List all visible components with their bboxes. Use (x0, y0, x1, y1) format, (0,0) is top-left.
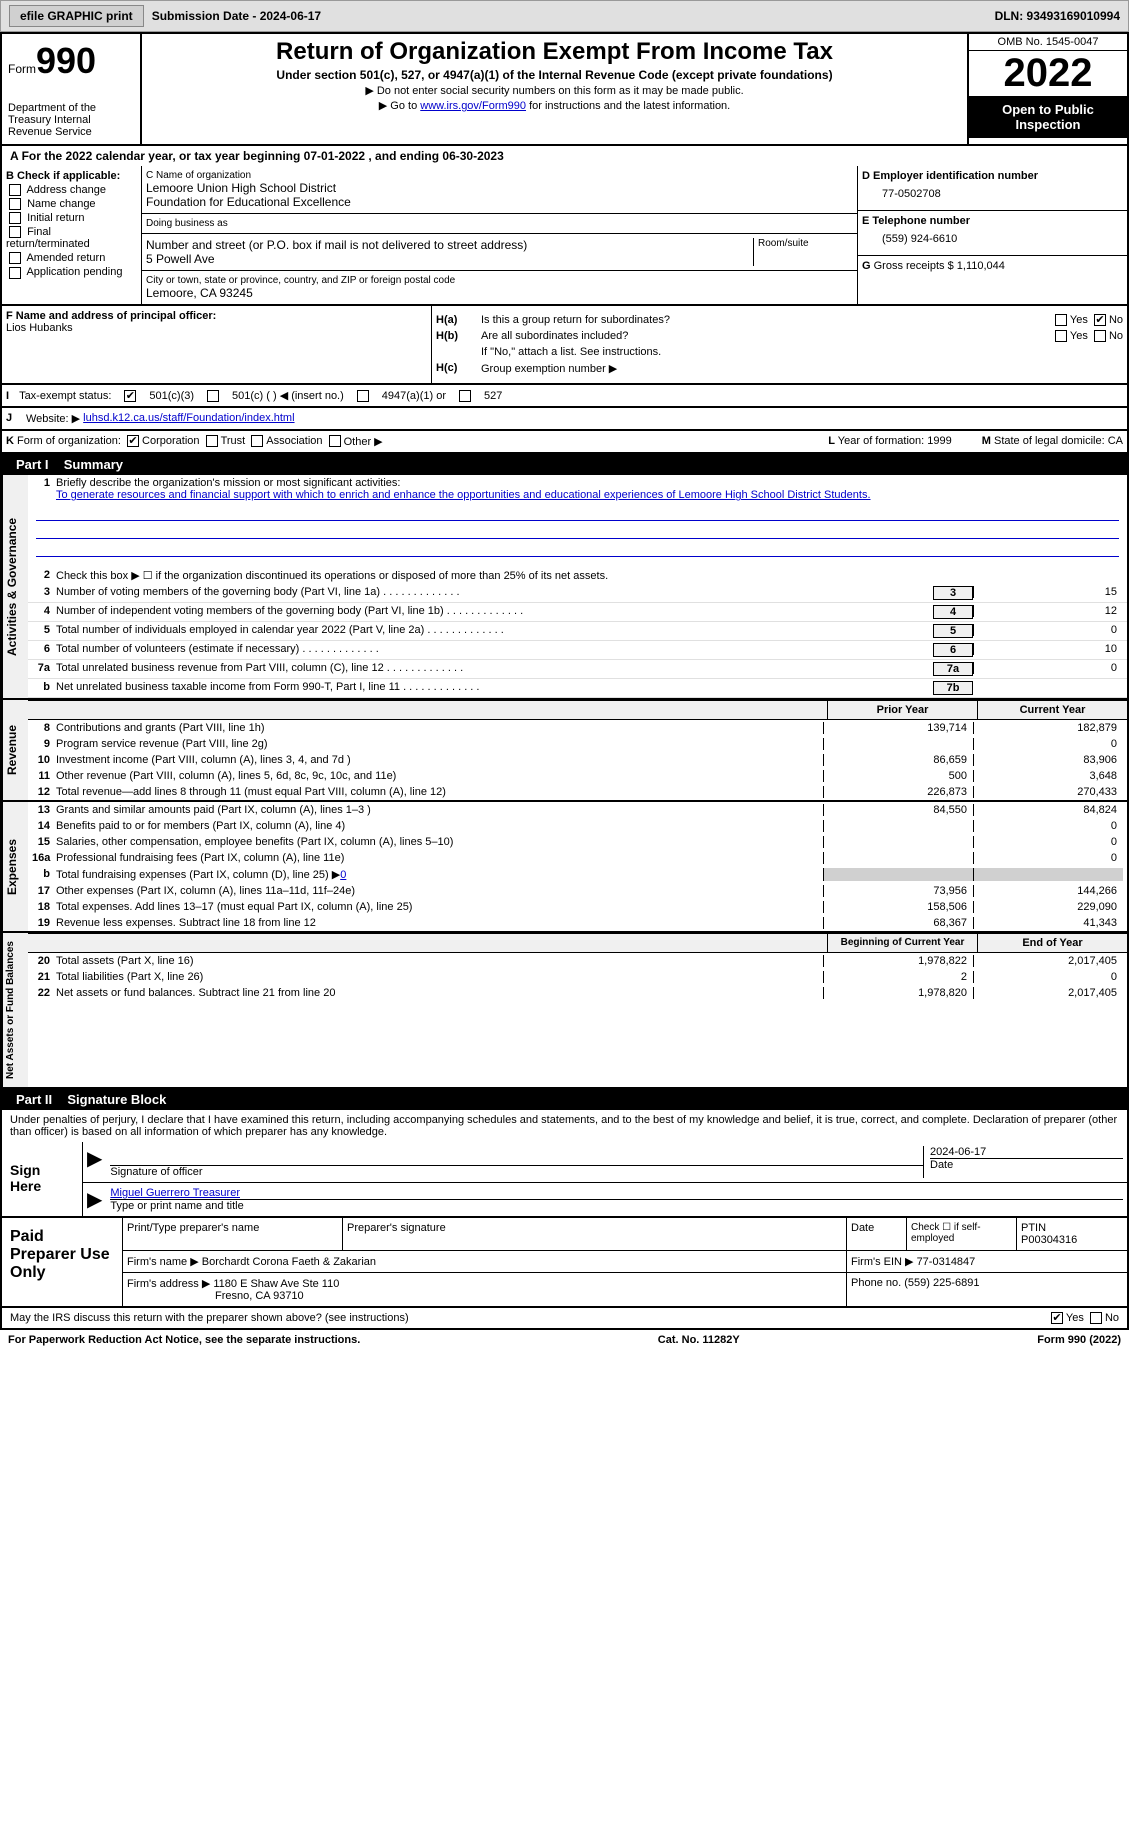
begin-year-hdr: Beginning of Current Year (827, 934, 977, 952)
officer-name: Miguel Guerrero Treasurer (110, 1187, 1123, 1200)
net-side-label: Net Assets or Fund Balances (2, 933, 28, 1087)
dept-treasury: Department of the Treasury Internal Reve… (8, 102, 134, 138)
org-name-2: Foundation for Educational Excellence (146, 195, 853, 209)
omb-number: OMB No. 1545-0047 (969, 34, 1127, 51)
501c3-checkbox[interactable] (124, 390, 136, 402)
irs-link[interactable]: www.irs.gov/Form990 (420, 100, 526, 112)
part-1-header: Part I Summary (0, 454, 1129, 475)
rev-side-label: Revenue (2, 700, 28, 800)
section-h: H(a) Is this a group return for subordin… (432, 306, 1127, 383)
section-d: D Employer identification number 77-0502… (858, 166, 1127, 211)
ein: 77-0502708 (862, 182, 1123, 206)
subtitle-1: Under section 501(c), 527, or 4947(a)(1)… (146, 68, 963, 82)
amended-return-checkbox[interactable]: Amended return (6, 252, 137, 264)
discuss-row: May the IRS discuss this return with the… (0, 1308, 1129, 1330)
dln: DLN: 93493169010994 (995, 9, 1120, 23)
current-year-hdr: Current Year (977, 701, 1127, 719)
discuss-yes[interactable] (1051, 1312, 1063, 1324)
website-link[interactable]: luhsd.k12.ca.us/staff/Foundation/index.h… (83, 412, 294, 425)
dba-label: Doing business as (146, 218, 853, 229)
sign-here-label: Sign Here (2, 1142, 82, 1216)
submission-date: Submission Date - 2024-06-17 (152, 9, 321, 23)
firm-ein: 77-0314847 (917, 1256, 976, 1268)
final-return-checkbox[interactable]: Final return/terminated (6, 226, 137, 250)
cat-no: Cat. No. 11282Y (658, 1334, 740, 1346)
part-2-header: Part II Signature Block (0, 1089, 1129, 1110)
name-change-checkbox[interactable]: Name change (6, 198, 137, 210)
corp-checkbox[interactable] (127, 435, 139, 447)
other-checkbox[interactable] (329, 435, 341, 447)
4947-checkbox[interactable] (357, 390, 369, 402)
addr-change-checkbox[interactable]: Address change (6, 184, 137, 196)
discuss-no[interactable] (1090, 1312, 1102, 1324)
section-a: A For the 2022 calendar year, or tax yea… (0, 146, 1129, 166)
top-bar: efile GRAPHIC print Submission Date - 20… (0, 0, 1129, 32)
subtitle-2: ▶ Do not enter social security numbers o… (146, 84, 963, 97)
section-g: G Gross receipts $ 1,110,044 (858, 256, 1127, 276)
section-i: I Tax-exempt status: 501(c)(3) 501(c) ( … (0, 385, 1129, 408)
firm-phone: (559) 225-6891 (904, 1277, 979, 1289)
form-number: 990 (36, 40, 96, 81)
org-name-1: Lemoore Union High School District (146, 181, 853, 195)
section-b: B Check if applicable: Address change Na… (2, 166, 142, 304)
assoc-checkbox[interactable] (251, 435, 263, 447)
section-c: C Name of organization Lemoore Union Hig… (142, 166, 857, 304)
room-suite: Room/suite (753, 238, 853, 266)
form-title: Return of Organization Exempt From Incom… (146, 38, 963, 66)
gov-side-label: Activities & Governance (2, 475, 28, 698)
form-footer: Form 990 (2022) (1037, 1334, 1121, 1346)
open-to-public: Open to Public Inspection (969, 96, 1127, 138)
form-header: Form990 Department of the Treasury Inter… (0, 32, 1129, 146)
sig-date: 2024-06-17 (930, 1146, 1123, 1159)
gross-receipts: 1,110,044 (957, 260, 1005, 272)
paid-preparer-label: Paid Preparer Use Only (2, 1218, 122, 1306)
end-year-hdr: End of Year (977, 934, 1127, 952)
501c-checkbox[interactable] (207, 390, 219, 402)
exp-side-label: Expenses (2, 802, 28, 931)
ptin: P00304316 (1021, 1234, 1123, 1246)
firm-addr: 1180 E Shaw Ave Ste 110 (213, 1278, 339, 1290)
telephone: (559) 924-6610 (862, 227, 1123, 251)
section-j: J Website: ▶ luhsd.k12.ca.us/staff/Found… (0, 408, 1129, 431)
app-pending-checkbox[interactable]: Application pending (6, 266, 137, 278)
firm-name: Borchardt Corona Faeth & Zakarian (202, 1256, 376, 1268)
mission-text: To generate resources and financial supp… (56, 489, 871, 501)
section-k: K Form of organization: Corporation Trus… (0, 431, 1129, 454)
principal-officer: Lios Hubanks (6, 322, 427, 334)
tax-year: 2022 (969, 51, 1127, 96)
prior-year-hdr: Prior Year (827, 701, 977, 719)
section-e: E Telephone number (559) 924-6610 (858, 211, 1127, 256)
paperwork-notice: For Paperwork Reduction Act Notice, see … (8, 1334, 360, 1346)
city-state-zip: Lemoore, CA 93245 (146, 286, 853, 300)
section-f: F Name and address of principal officer:… (2, 306, 432, 383)
form-word: Form (8, 62, 36, 76)
perjury-declaration: Under penalties of perjury, I declare th… (2, 1110, 1127, 1142)
527-checkbox[interactable] (459, 390, 471, 402)
street-address: 5 Powell Ave (146, 252, 753, 266)
subtitle-3: ▶ Go to www.irs.gov/Form990 for instruct… (146, 99, 963, 112)
initial-return-checkbox[interactable]: Initial return (6, 212, 137, 224)
efile-print-button[interactable]: efile GRAPHIC print (9, 5, 144, 27)
trust-checkbox[interactable] (206, 435, 218, 447)
